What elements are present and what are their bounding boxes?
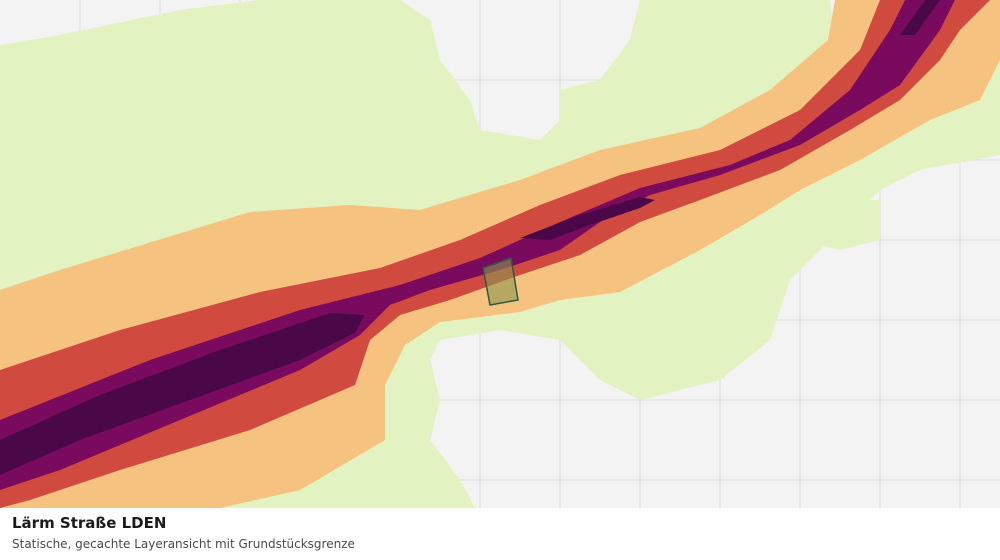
noise-zone-70-plus	[520, 197, 655, 240]
noise-zone-70-plus	[0, 313, 365, 475]
noise-zone-70-plus	[900, 0, 940, 35]
parcel-boundary[interactable]	[482, 256, 519, 306]
map-title: Lärm Straße LDEN	[12, 514, 167, 532]
noise-map	[0, 0, 1000, 508]
map-subtitle: Statische, gecachte Layeransicht mit Gru…	[12, 537, 355, 551]
legend-footer: Lärm Straße LDEN Statische, gecachte Lay…	[0, 508, 1000, 560]
